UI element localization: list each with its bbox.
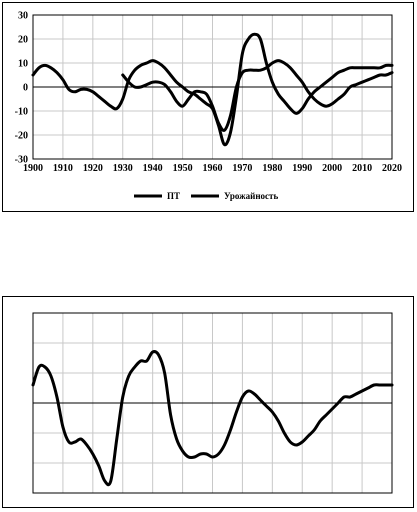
- x-tick-label: 1950: [173, 163, 193, 174]
- y-tick-label: 10: [18, 59, 28, 70]
- x-tick-label: 2010: [352, 163, 372, 174]
- x-tick-label: 1990: [292, 163, 312, 174]
- top-chart-tick-labels: 1900 1910 1920 1930 1940 1950 1960 1970 1980 1990…: [15, 11, 402, 175]
- top-line-chart: 1900 1910 1920 1930 1940 1950 1960 1970 1980 1990…: [15, 11, 402, 202]
- x-tick-label: 1930: [113, 163, 133, 174]
- series-line-1: [31, 350, 394, 487]
- legend-label-2: Урожайность: [224, 191, 278, 201]
- x-tick-label: 1980: [262, 163, 282, 174]
- x-tick-label: 1920: [83, 163, 103, 174]
- bottom-chart-axes: [32, 312, 393, 494]
- top-chart-axes: [32, 14, 393, 160]
- legend-label-1: ПТ: [167, 191, 180, 201]
- x-tick-label: 1970: [232, 163, 252, 174]
- top-chart-frame: 1900 1910 1920 1930 1940 1950 1960 1970 1980 1990…: [2, 2, 414, 212]
- x-tick-label: 1910: [53, 163, 73, 174]
- y-tick-label: 0: [23, 83, 28, 94]
- x-tick-label: 1900: [23, 163, 43, 174]
- bottom-line-chart: [31, 312, 394, 494]
- bottom-chart-frame: [2, 296, 414, 508]
- y-tick-label: -10: [15, 107, 28, 118]
- y-tick-label: 20: [18, 35, 28, 46]
- bottom-chart-series: [31, 350, 394, 487]
- top-chart-legend: ПТ Урожайность: [134, 191, 278, 201]
- x-tick-label: 2000: [322, 163, 342, 174]
- x-tick-label: 2020: [382, 163, 402, 174]
- top-chart-series: [31, 32, 394, 147]
- x-tick-label: 1960: [203, 163, 223, 174]
- y-tick-label: -20: [15, 131, 28, 142]
- y-tick-label: -30: [15, 155, 28, 166]
- series-line-2: [121, 59, 394, 132]
- y-tick-label: 30: [18, 11, 28, 22]
- x-tick-label: 1940: [143, 163, 163, 174]
